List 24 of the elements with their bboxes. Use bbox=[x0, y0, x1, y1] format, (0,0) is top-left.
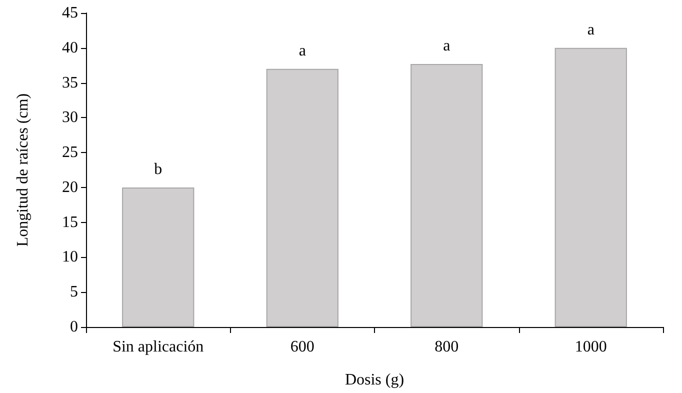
annotation: b bbox=[154, 160, 162, 178]
y-tick-label: 10 bbox=[62, 248, 78, 266]
bar bbox=[266, 68, 338, 327]
bar bbox=[554, 48, 627, 327]
y-tick-label: 20 bbox=[62, 178, 78, 196]
y-tick-label: 5 bbox=[70, 284, 78, 301]
x-tick-label: 1000 bbox=[574, 338, 607, 356]
annotation: a bbox=[298, 42, 306, 60]
x-tick-label: Sin aplicación bbox=[112, 338, 204, 356]
y-tick-label: 15 bbox=[62, 214, 78, 231]
annotation: a bbox=[443, 37, 450, 54]
y-tick-label: 45 bbox=[62, 4, 78, 22]
y-tick-label: 35 bbox=[62, 74, 78, 92]
x-tick-label: 800 bbox=[434, 338, 459, 356]
y-tick-label: 25 bbox=[62, 144, 78, 162]
y-axis-title: Longitud de raíces (cm) bbox=[14, 93, 32, 247]
y-tick-label: 0 bbox=[70, 318, 78, 336]
bar bbox=[410, 64, 483, 327]
bar bbox=[122, 187, 194, 327]
x-axis-title: Dosis (g) bbox=[344, 372, 404, 388]
annotation: a bbox=[587, 21, 594, 38]
x-tick-label: 600 bbox=[290, 338, 314, 356]
y-tick-label: 30 bbox=[62, 109, 78, 126]
y-tick-label: 40 bbox=[62, 39, 78, 56]
